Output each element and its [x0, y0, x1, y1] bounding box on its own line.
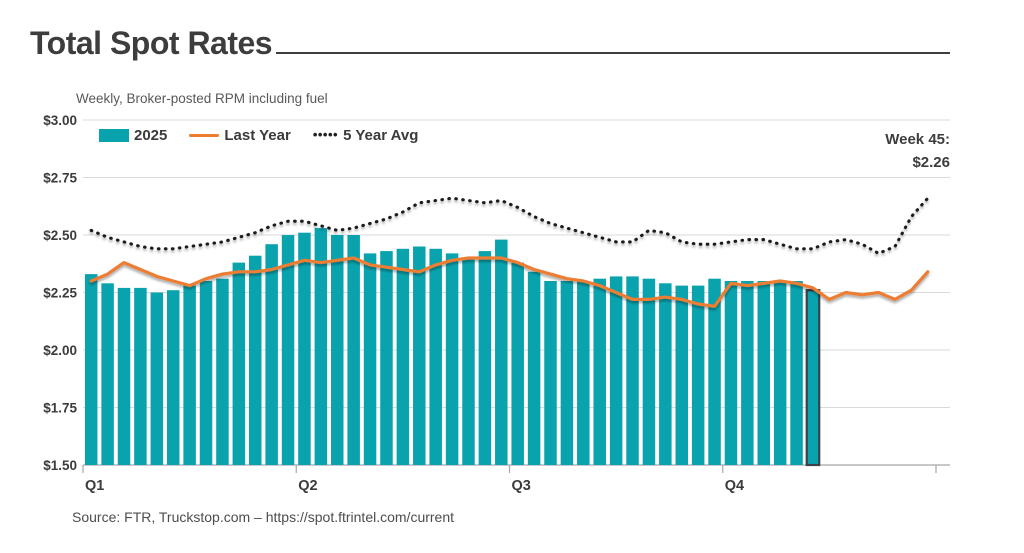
legend-item-5yr-avg[interactable]: ••••• 5 Year Avg [313, 127, 419, 144]
five-year-avg-line [89, 196, 930, 255]
x-axis-label: Q3 [512, 478, 531, 494]
legend-item-last-year[interactable]: Last Year [189, 127, 291, 144]
bar-week-34[interactable] [626, 276, 639, 465]
bar-week-7[interactable] [183, 285, 196, 465]
bar-week-15[interactable] [314, 228, 328, 465]
bar-week-8[interactable] [199, 281, 213, 465]
y-axis-label: $3.00 [43, 113, 77, 128]
bar-week-36[interactable] [659, 283, 672, 465]
page-title: Total Spot Rates [30, 25, 273, 61]
bar-week-25[interactable] [478, 251, 492, 465]
bar-week-42[interactable] [757, 281, 771, 465]
x-axis-label: Q4 [725, 478, 744, 494]
bar-week-17[interactable] [347, 235, 360, 465]
line-swatch-icon [189, 133, 220, 138]
bar-week-39[interactable] [708, 278, 721, 465]
title-underline [276, 52, 950, 55]
legend-label-2025: 2025 [134, 127, 168, 144]
y-axis-label: $1.75 [43, 401, 77, 416]
chart-subtitle: Weekly, Broker-posted RPM including fuel [76, 91, 328, 106]
bar-week-11[interactable] [248, 255, 262, 465]
bar-week-44[interactable] [790, 281, 803, 465]
source-note: Source: FTR, Truckstop.com – https://spo… [72, 509, 455, 525]
x-axis-label: Q1 [85, 478, 104, 494]
bar-week-1[interactable] [84, 274, 98, 465]
x-axis-label: Q2 [298, 478, 317, 494]
legend-label-last-year: Last Year [224, 127, 291, 144]
bar-week-40[interactable] [724, 281, 738, 465]
bar-week-12[interactable] [265, 244, 278, 465]
bar-week-14[interactable] [298, 232, 311, 465]
y-axis-label: $2.00 [43, 343, 77, 358]
bar-week-27[interactable] [511, 262, 524, 465]
bar-week-35[interactable] [642, 278, 656, 465]
y-axis-label: $2.75 [43, 171, 77, 186]
bar-week-18[interactable] [363, 253, 377, 465]
y-axis-label: $2.50 [43, 228, 77, 243]
bar-week-28[interactable] [527, 271, 541, 465]
dotted-swatch-icon: ••••• [312, 127, 339, 142]
bar-week-22[interactable] [429, 248, 442, 465]
bar-week-13[interactable] [281, 235, 295, 465]
bar-week-43[interactable] [773, 281, 787, 465]
bar-week-29[interactable] [544, 281, 557, 465]
bar-week-16[interactable] [331, 235, 344, 465]
bar-week-45-highlighted[interactable] [805, 289, 821, 467]
bar-week-5[interactable] [150, 292, 164, 466]
week-callout-value: $2.26 [912, 154, 950, 172]
bar-week-4[interactable] [134, 287, 147, 465]
bar-week-3[interactable] [117, 287, 131, 465]
bar-week-19[interactable] [380, 251, 393, 465]
chart-legend: 2025 Last Year ••••• 5 Year Avg [99, 127, 418, 144]
bar-week-32[interactable] [593, 278, 606, 465]
bar-swatch-icon [99, 129, 129, 142]
week-callout-week: Week 45: [885, 131, 950, 148]
bar-week-38[interactable] [691, 285, 705, 465]
legend-label-5yr-avg: 5 Year Avg [343, 127, 419, 144]
page-header: Total Spot Rates [30, 25, 950, 61]
bar-week-41[interactable] [741, 281, 754, 465]
bar-week-33[interactable] [609, 276, 623, 465]
bar-week-23[interactable] [445, 253, 459, 465]
bar-week-21[interactable] [413, 246, 426, 466]
last-year-line [89, 256, 930, 308]
bar-week-2[interactable] [101, 283, 114, 465]
legend-item-2025[interactable]: 2025 [99, 127, 167, 144]
bar-week-26[interactable] [495, 239, 508, 465]
bar-week-31[interactable] [577, 281, 590, 465]
week-callout: Week 45: $2.26 [885, 128, 950, 175]
y-axis-label: $2.25 [43, 286, 77, 301]
bar-week-30[interactable] [560, 281, 574, 465]
y-axis-label: $1.50 [43, 458, 77, 473]
bar-week-37[interactable] [675, 285, 688, 465]
bar-week-20[interactable] [396, 248, 410, 465]
bar-week-24[interactable] [462, 258, 475, 465]
bar-week-10[interactable] [232, 262, 246, 465]
bar-week-6[interactable] [166, 290, 180, 465]
bar-week-9[interactable] [216, 278, 229, 465]
